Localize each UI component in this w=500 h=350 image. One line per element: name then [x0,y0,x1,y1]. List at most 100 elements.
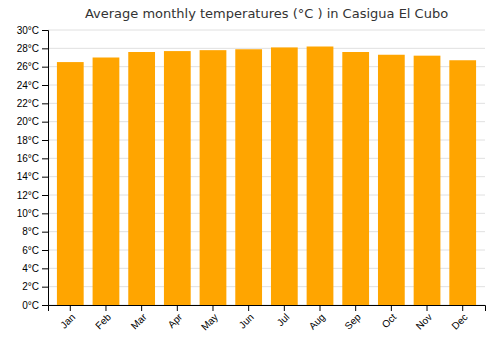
tick-mark [42,287,48,288]
tick: Jul [275,305,292,328]
tick-mark [320,305,321,311]
tick: 0°C [22,300,48,311]
tick: Jun [237,305,256,331]
tick: Sep [342,305,363,332]
tick: Jan [58,305,77,331]
tick-mark [284,305,285,311]
tick-mark [42,103,48,104]
tick: 20°C [17,116,48,127]
tick: 24°C [17,80,48,91]
tick-mark [427,305,428,311]
tick-mark [42,48,48,49]
tick-mark [42,250,48,251]
tick-label: 20°C [17,116,39,127]
chart: 0°C 2°C 4°C 6°C 8°C 10°C 12°C 14°C 16°C 18°C 20°C 2… [0,0,500,350]
tick: 14°C [17,171,48,182]
bar [378,55,405,305]
tick-label: 26°C [17,61,39,72]
tick-mark [42,122,48,123]
tick-label: 16°C [17,153,39,164]
axis-line [42,31,49,306]
tick-mark [248,305,249,311]
tick: 12°C [17,190,48,201]
tick: 16°C [17,153,48,164]
tick-label: 4°C [22,263,39,274]
grid-line [48,48,485,49]
tick: Oct [380,305,399,330]
tick-mark [42,195,48,196]
bar [164,51,191,305]
x-axis: Jan Feb Mar Apr May Jun Jul Aug Sep Oct Nov Dec [49,305,486,333]
tick-label: 22°C [17,98,39,109]
tick-label: Oct [380,311,399,330]
bar [342,52,369,305]
tick-mark [42,305,48,306]
grid [48,30,485,305]
bar [414,56,441,305]
bar [307,47,334,306]
tick-label: 28°C [17,43,39,54]
tick-label: 12°C [17,190,39,201]
tick-mark [391,305,392,311]
tick-label: 30°C [17,25,39,36]
tick-label: 18°C [17,135,39,146]
tick: Apr [166,305,185,330]
grid-line [48,30,485,31]
tick: May [199,305,220,333]
tick: 4°C [22,263,48,274]
tick-mark [177,305,178,311]
tick: Feb [93,305,113,331]
y-axis: 0°C 2°C 4°C 6°C 8°C 10°C 12°C 14°C 16°C 18°C 20°C 2… [17,25,49,311]
tick-mark [70,305,71,311]
bar [128,52,155,305]
tick-mark [42,30,48,31]
bar [235,49,262,305]
tick-mark [42,67,48,68]
tick-mark [212,305,213,311]
tick-mark [42,213,48,214]
tick-mark [42,177,48,178]
tick: 26°C [17,61,48,72]
plot: 0°C 2°C 4°C 6°C 8°C 10°C 12°C 14°C 16°C 18°C 20°C 2… [17,25,486,333]
tick: Dec [449,305,469,332]
tick: Nov [414,305,434,332]
tick-label: Sep [342,311,363,332]
tick-label: Jun [237,311,256,330]
bar [93,58,120,306]
tick-mark [462,305,463,311]
tick: 10°C [17,208,48,219]
tick-mark [42,85,48,86]
tick-label: 6°C [22,245,39,256]
tick-mark [42,232,48,233]
tick-label: May [199,311,220,332]
tick-mark [141,305,142,311]
tick: Aug [307,305,327,332]
bar [200,50,227,305]
tick-label: Nov [414,311,434,331]
marks [57,47,476,306]
axis-line [49,306,486,312]
tick: 8°C [22,226,48,237]
tick: 2°C [22,281,48,292]
tick: 22°C [17,98,48,109]
tick-label: Jul [275,311,292,328]
bar [57,62,84,305]
tick-label: Aug [307,311,327,331]
tick-label: 8°C [22,226,39,237]
bar [271,47,298,305]
tick-label: Apr [166,311,185,330]
tick: 30°C [17,25,48,36]
tick-label: Feb [93,311,113,331]
tick-label: 0°C [22,300,39,311]
tick-label: Jan [58,311,77,330]
tick-mark [105,305,106,311]
tick-label: 10°C [17,208,39,219]
tick-label: 2°C [22,281,39,292]
tick-label: Dec [449,311,469,331]
tick: 28°C [17,43,48,54]
tick: Mar [129,305,149,331]
tick-label: 24°C [17,80,39,91]
tick: 6°C [22,245,48,256]
tick-label: Mar [129,311,149,331]
bar [449,60,476,305]
